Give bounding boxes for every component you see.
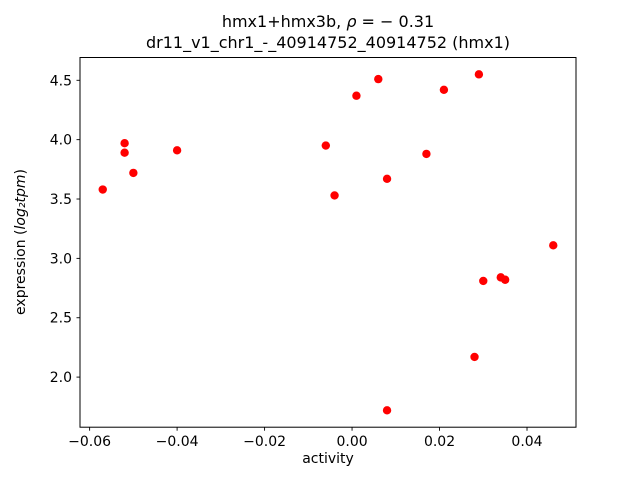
y-tick-label: 4.0 xyxy=(50,133,72,149)
x-tick-label: −0.02 xyxy=(243,434,286,450)
scatter-point xyxy=(382,174,392,184)
x-axis-ticks: −0.06 −0.04 −0.02 0.00 0.02 0.04 xyxy=(68,427,543,450)
title-text: hmx1+hmx3b, xyxy=(221,12,347,31)
chart-subtitle: dr11_v1_chr1_-_40914752_40914752 (hmx1) xyxy=(145,33,511,52)
x-tick-label: 0.02 xyxy=(424,434,455,450)
y-tick-label: 4.5 xyxy=(50,73,72,89)
scatter-point xyxy=(321,141,331,150)
x-axis-label: activity xyxy=(302,451,354,467)
scatter-point xyxy=(470,352,479,362)
scatter-point xyxy=(352,91,361,100)
y-tick-label: 3.0 xyxy=(50,251,72,267)
x-tick-label: 0.04 xyxy=(511,434,542,450)
scatter-point xyxy=(474,70,484,79)
scatter-point xyxy=(479,276,488,286)
chart-title: hmx1+hmx3b, ρ = − 0.31 dr11_v1_chr1_-_40… xyxy=(80,11,576,53)
scatter-point xyxy=(382,406,392,415)
data-points xyxy=(98,70,558,415)
plot-border xyxy=(79,57,577,428)
scatter-point xyxy=(439,85,449,94)
scatter-point xyxy=(374,74,383,84)
scatter-point xyxy=(172,146,182,155)
scatter-point xyxy=(500,275,510,284)
title-correlation-value: = − 0.31 xyxy=(356,12,435,31)
x-tick-label: 0.00 xyxy=(336,434,367,450)
x-tick-label: −0.06 xyxy=(68,434,111,450)
y-tick-label: 3.5 xyxy=(50,192,72,208)
y-axis-label: expression (log₂tpm) xyxy=(13,169,29,315)
y-tick-label: 2.5 xyxy=(50,311,72,327)
scatter-point xyxy=(549,241,558,250)
scatter-point xyxy=(422,149,431,159)
y-tick-label: 2.0 xyxy=(50,370,72,386)
scatter-point xyxy=(129,168,138,178)
scatter-point xyxy=(98,185,107,194)
scatter-point xyxy=(330,191,339,200)
scatter-point xyxy=(120,139,129,148)
rho-symbol: ρ xyxy=(346,12,357,31)
title-line-1: hmx1+hmx3b, ρ = − 0.31 xyxy=(80,11,576,32)
y-axis-ticks: 2.0 2.5 3.0 3.5 4.0 4.5 xyxy=(50,73,80,386)
scatter-point xyxy=(120,148,129,157)
x-tick-label: −0.04 xyxy=(156,434,199,450)
